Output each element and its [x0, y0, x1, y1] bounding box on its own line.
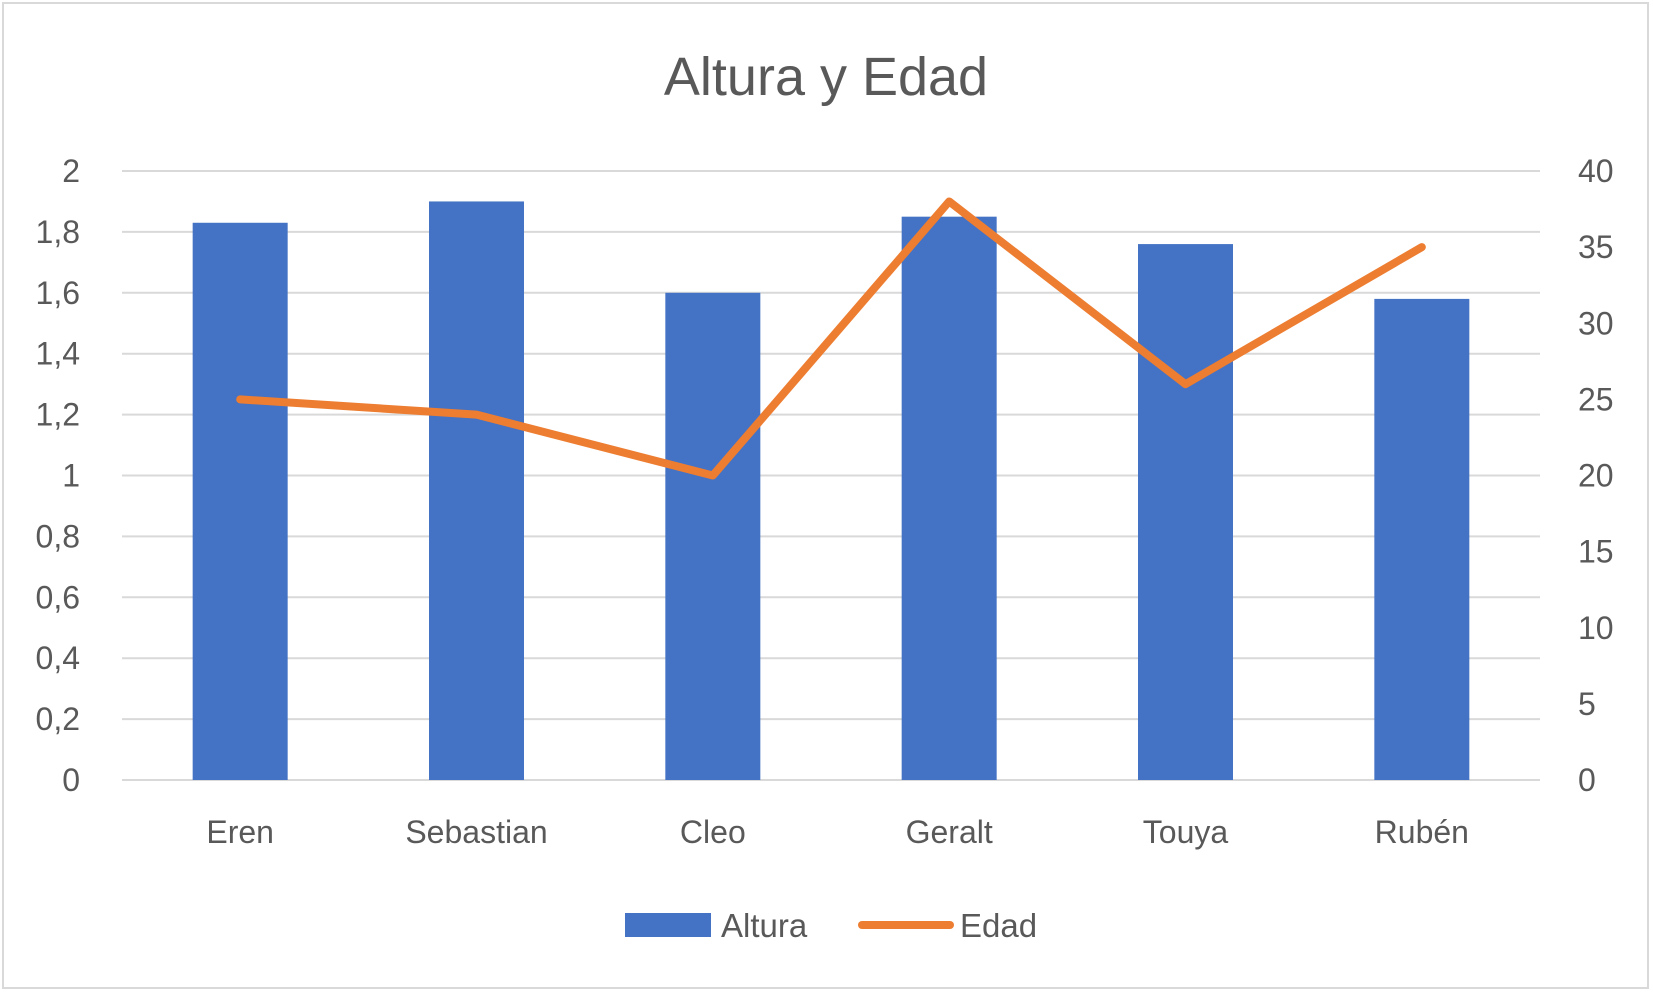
x-tick-label: Sebastian: [405, 814, 547, 850]
left-tick-label: 1,6: [36, 275, 80, 311]
x-tick-label: Cleo: [680, 814, 746, 850]
x-axis-ticks: Eren Sebastian Cleo Geralt Touya Rubén: [206, 814, 1469, 850]
edad-line: [236, 197, 1426, 480]
right-tick-label: 5: [1578, 686, 1596, 722]
right-axis-ticks: 0 5 10 15 20 25 30 35 40: [1578, 153, 1614, 798]
right-tick-label: 20: [1578, 458, 1614, 494]
left-axis-ticks: 0 0,2 0,4 0,6 0,8 1 1,2 1,4 1,6 1,8 2: [36, 153, 80, 798]
bar-altura: [192, 222, 288, 780]
left-tick-label: 1,4: [36, 336, 80, 372]
bar-altura: [901, 216, 997, 781]
x-tick-label: Eren: [206, 814, 274, 850]
right-tick-label: 25: [1578, 381, 1614, 417]
left-tick-label: 1: [62, 458, 80, 494]
right-tick-label: 15: [1578, 534, 1614, 570]
left-tick-label: 1,8: [36, 214, 80, 250]
altura-bars: [192, 201, 1470, 781]
legend: Altura Edad: [625, 907, 1037, 944]
left-tick-label: 1,2: [36, 397, 80, 433]
left-tick-label: 0,6: [36, 579, 80, 615]
bar-altura: [429, 201, 524, 780]
bar-altura: [1374, 298, 1470, 780]
bar-altura: [1138, 244, 1233, 780]
left-tick-label: 2: [62, 153, 80, 189]
right-tick-label: 35: [1578, 229, 1614, 265]
left-tick-label: 0,2: [36, 701, 80, 737]
gridlines: [122, 170, 1540, 781]
legend-label-altura: Altura: [721, 907, 808, 944]
left-tick-label: 0: [62, 762, 80, 798]
legend-label-edad: Edad: [960, 907, 1037, 944]
legend-swatch-altura: [625, 913, 711, 937]
chart-title: Altura y Edad: [664, 47, 988, 107]
right-tick-label: 40: [1578, 153, 1614, 189]
x-tick-label: Touya: [1143, 814, 1229, 850]
edad-line-series: [236, 197, 1426, 480]
right-tick-label: 0: [1578, 762, 1596, 798]
right-tick-label: 10: [1578, 610, 1614, 646]
x-tick-label: Rubén: [1375, 814, 1469, 850]
x-tick-label: Geralt: [906, 814, 993, 850]
left-tick-label: 0,4: [36, 640, 80, 676]
bar-altura: [665, 292, 761, 780]
left-tick-label: 0,8: [36, 518, 80, 554]
right-tick-label: 30: [1578, 305, 1614, 341]
